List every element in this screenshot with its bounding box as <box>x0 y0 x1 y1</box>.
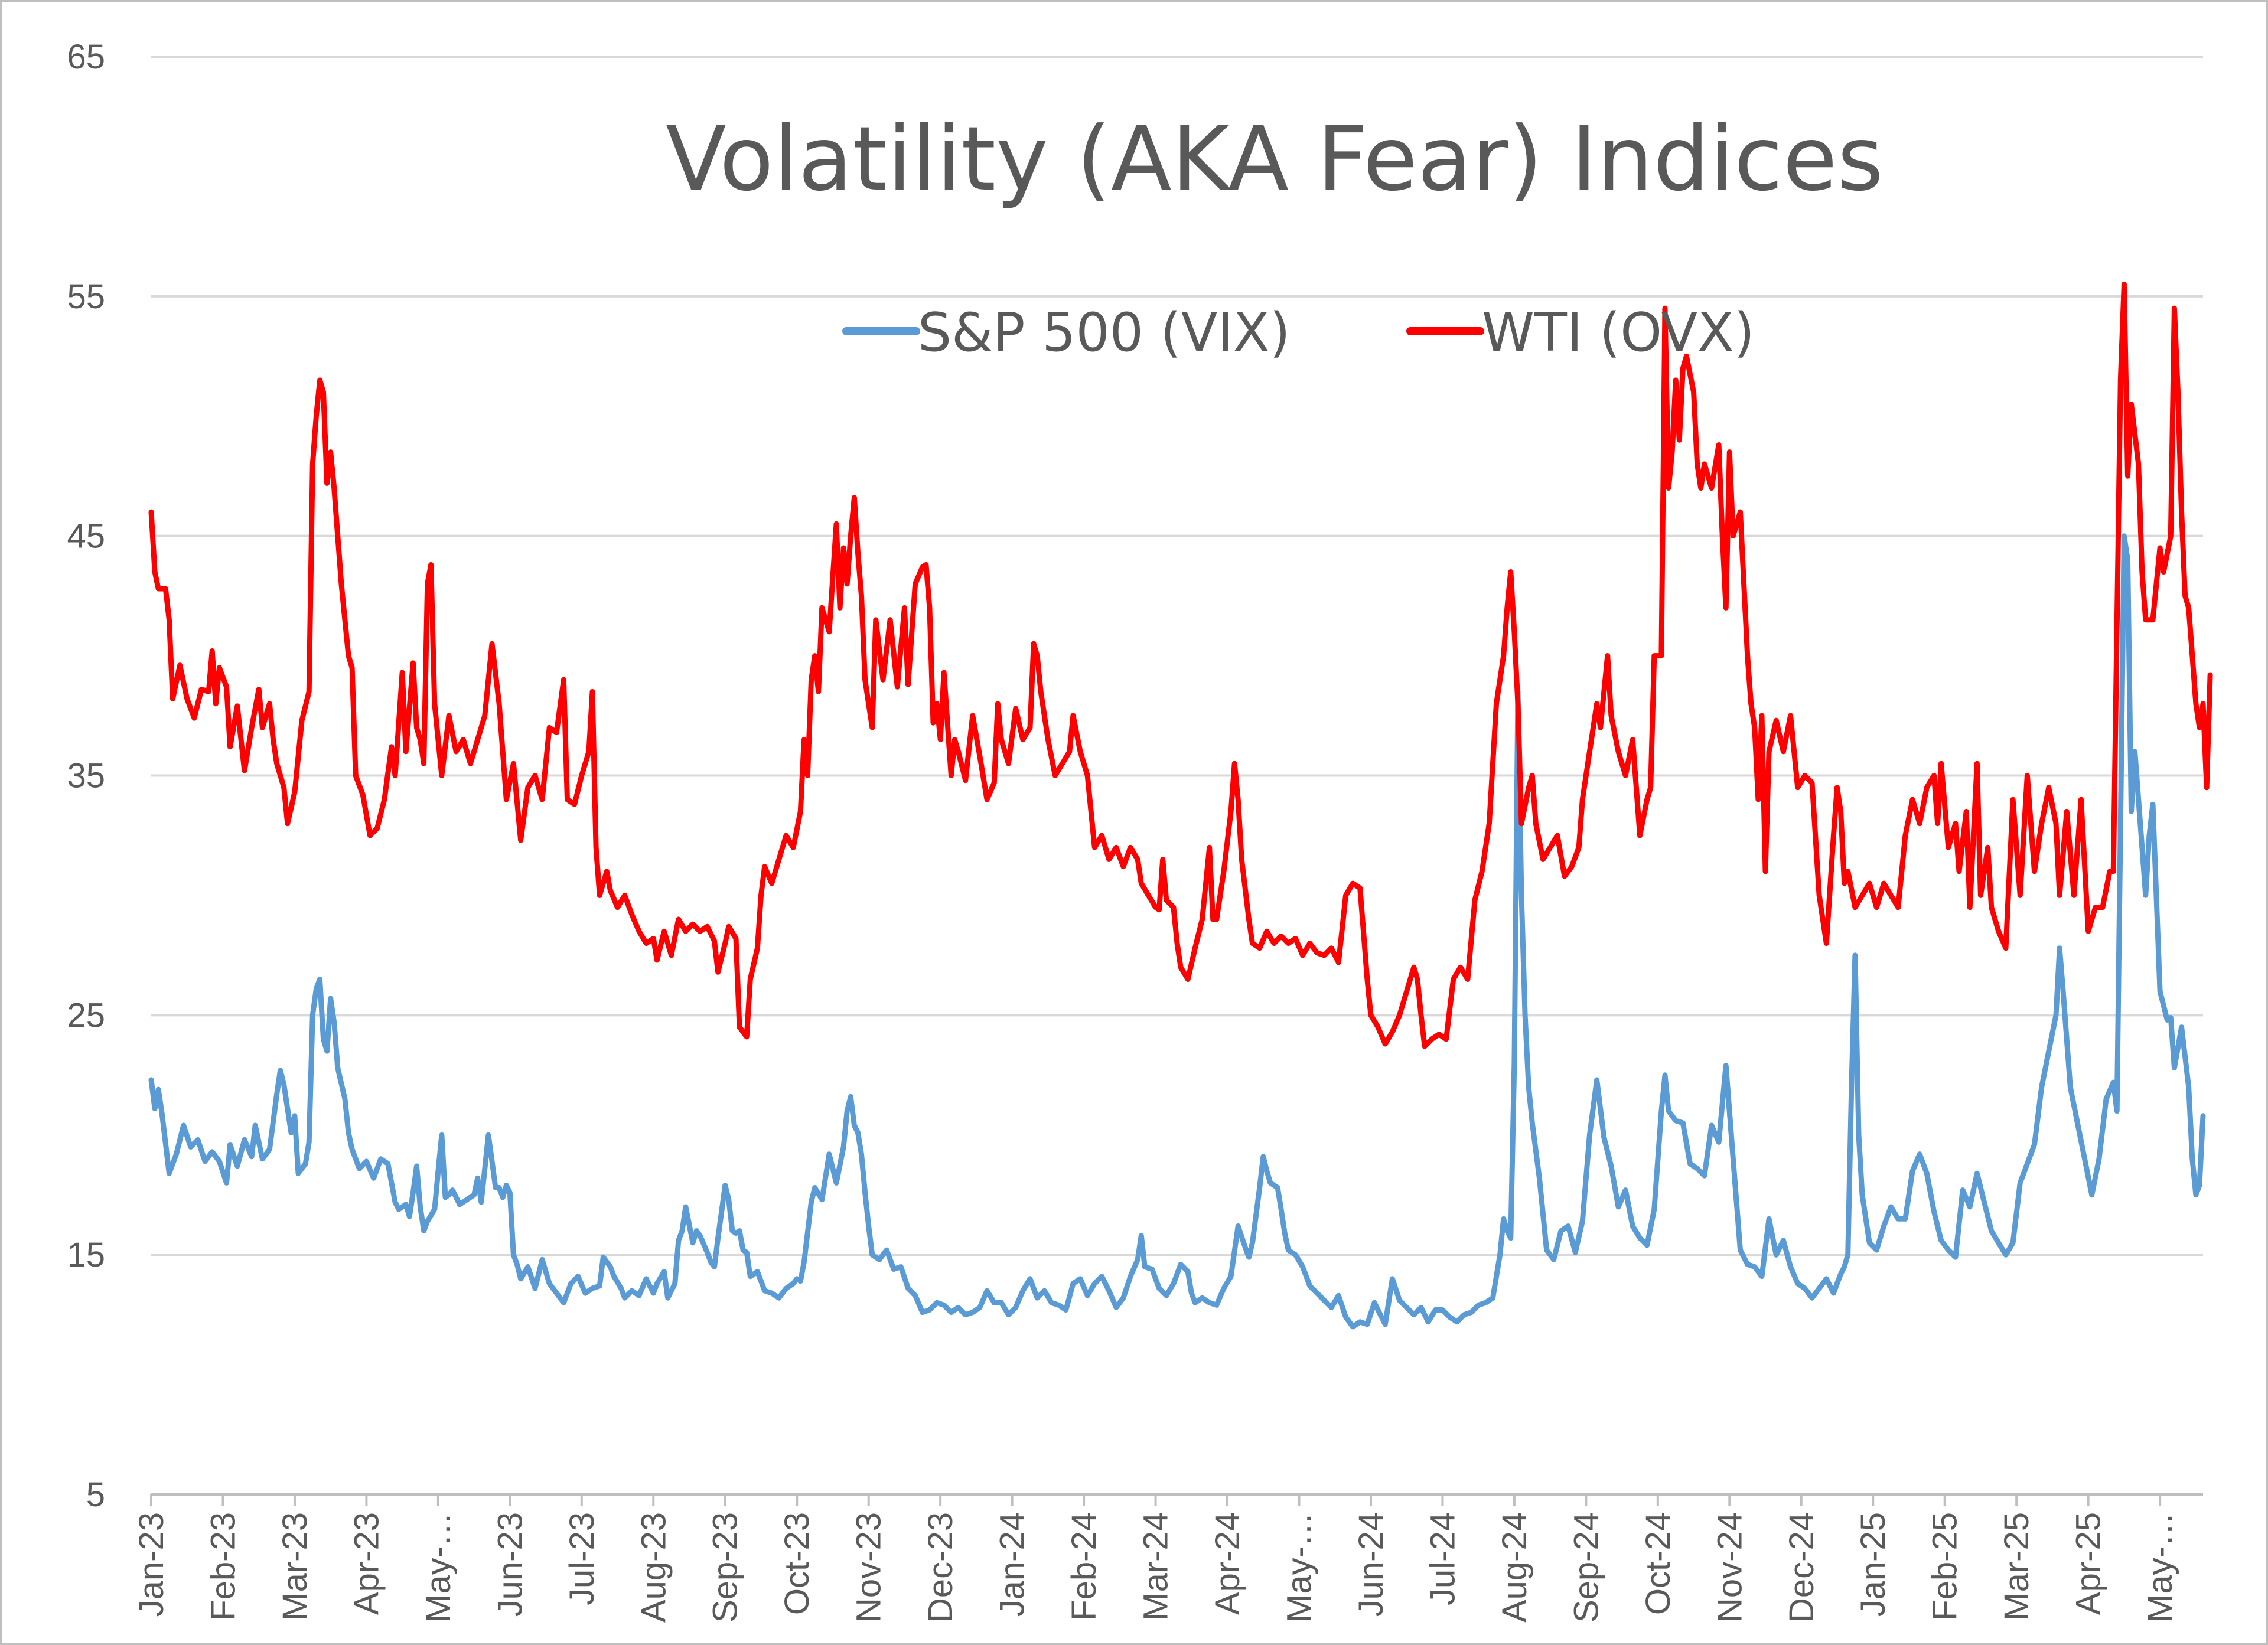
x-tick-label: Oct-23 <box>778 1512 816 1615</box>
legend-label-ovx: WTI (OVX) <box>1482 302 1755 364</box>
y-axis-labels: 5 15 25 35 45 55 65 <box>67 38 105 1514</box>
x-tick-label: May-… <box>2141 1512 2179 1623</box>
x-tick-label: Sep-23 <box>706 1512 745 1623</box>
x-tick-label: Jan-25 <box>1854 1512 1892 1617</box>
x-tick-label: Oct-24 <box>1639 1512 1677 1615</box>
gridlines <box>151 56 2203 1256</box>
legend: S&P 500 (VIX) WTI (OVX) <box>842 302 1755 364</box>
x-tick-label: Feb-25 <box>1926 1512 1964 1621</box>
x-tick-label: Nov-24 <box>1710 1512 1749 1623</box>
y-tick-label: 55 <box>67 278 105 316</box>
x-tick-label: Apr-23 <box>347 1512 386 1615</box>
y-tick-label: 5 <box>86 1476 105 1514</box>
y-tick-label: 35 <box>67 757 105 795</box>
x-tick-label: May-… <box>419 1512 458 1623</box>
x-tick-label: Jan-24 <box>993 1512 1032 1617</box>
y-tick-label: 25 <box>67 996 105 1034</box>
x-tick-label: Feb-23 <box>204 1512 242 1621</box>
x-tick-label: Apr-25 <box>2070 1512 2108 1615</box>
x-tick-label: Feb-24 <box>1065 1512 1103 1621</box>
x-tick-label: Jul-23 <box>563 1512 601 1605</box>
x-tick-label: Aug-24 <box>1495 1512 1534 1623</box>
x-tick-label: Jun-24 <box>1352 1512 1390 1617</box>
x-tick-label: Dec-23 <box>921 1512 960 1623</box>
y-tick-label: 65 <box>67 38 105 76</box>
x-tick-label: Mar-23 <box>276 1512 314 1621</box>
x-tick-label: Mar-24 <box>1137 1512 1175 1621</box>
x-tick-label: Jul-24 <box>1423 1512 1462 1605</box>
x-tick-label: Dec-24 <box>1783 1512 1821 1623</box>
y-tick-label: 45 <box>67 517 105 556</box>
series-line-vix <box>148 533 2206 1330</box>
x-tick-label: Nov-23 <box>850 1512 888 1623</box>
series-line-ovx <box>148 282 2213 1049</box>
x-tick-label: Jun-23 <box>491 1512 529 1617</box>
x-tick-label: Mar-25 <box>1997 1512 2036 1621</box>
x-tick-label: Sep-24 <box>1567 1512 1605 1623</box>
x-tick-label: Apr-24 <box>1208 1512 1247 1615</box>
series-lines <box>148 282 2213 1330</box>
x-tick-label: May-… <box>1280 1512 1318 1623</box>
x-axis <box>150 1493 2203 1506</box>
x-tick-label: Aug-23 <box>634 1512 673 1623</box>
chart-title: Volatility (AKA Fear) Indices <box>666 108 1884 211</box>
legend-label-vix: S&P 500 (VIX) <box>918 302 1291 364</box>
y-tick-label: 15 <box>67 1236 105 1274</box>
x-tick-label: Jan-23 <box>132 1512 171 1617</box>
x-axis-labels: Jan-23 Feb-23 Mar-23 Apr-23 May-… Jun-23 Jul-2… <box>132 1512 2179 1623</box>
